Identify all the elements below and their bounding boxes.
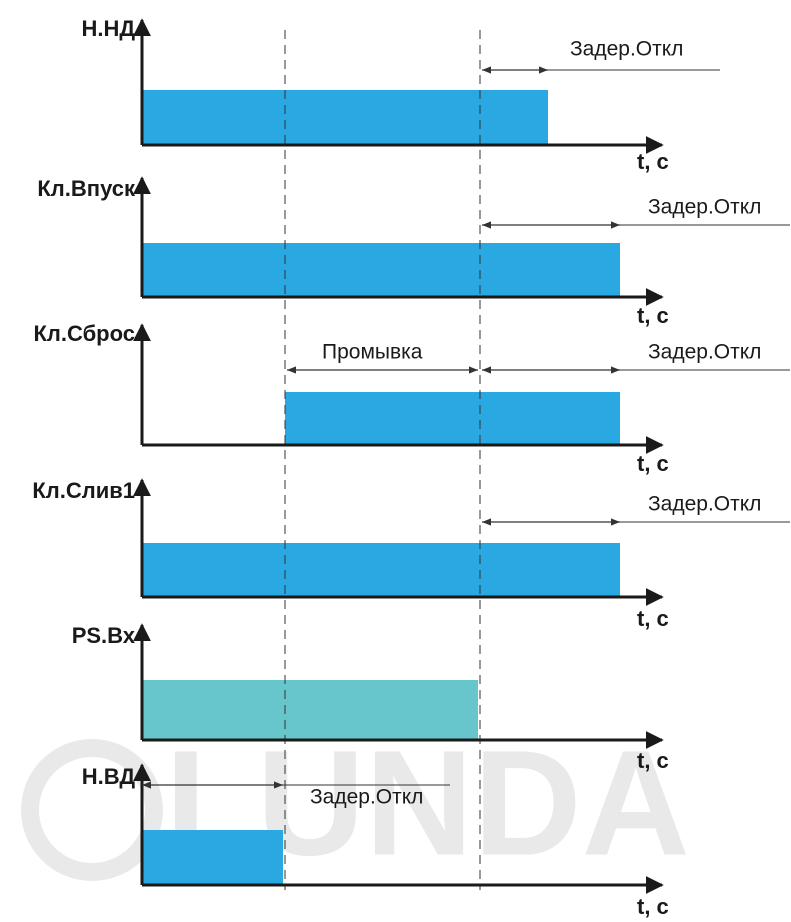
- axis-label: t, с: [637, 451, 669, 476]
- annotation: Задер.Откл: [648, 196, 761, 219]
- axis-label: t, с: [637, 748, 669, 773]
- annotation: Промывка: [322, 341, 423, 364]
- watermark-logo: [21, 739, 163, 881]
- axis-label: t, с: [637, 303, 669, 328]
- annotation: Задер.Откл: [648, 341, 761, 364]
- signal-label: PS.Вх: [72, 623, 136, 648]
- signal-bar: [142, 543, 620, 597]
- signal-bar: [285, 392, 620, 445]
- signal-label: Н.НД: [81, 16, 135, 41]
- annotation: Задер.Откл: [648, 493, 761, 516]
- signal-bar: [142, 90, 548, 145]
- axis-label: t, с: [637, 606, 669, 631]
- annotation: Задер.Откл: [310, 786, 423, 809]
- signal-label: Кл.Сброс: [33, 321, 135, 346]
- signal-bar: [142, 243, 620, 297]
- annotation: Задер.Откл: [570, 38, 683, 61]
- axis-label: t, с: [637, 149, 669, 174]
- signal-label: Кл.Впуск: [37, 176, 136, 201]
- axis-label: t, с: [637, 894, 669, 919]
- signal-label: Н.ВД: [82, 764, 136, 789]
- signal-bar: [142, 680, 478, 740]
- signal-label: Кл.Слив1: [32, 478, 135, 503]
- signal-bar: [142, 830, 283, 885]
